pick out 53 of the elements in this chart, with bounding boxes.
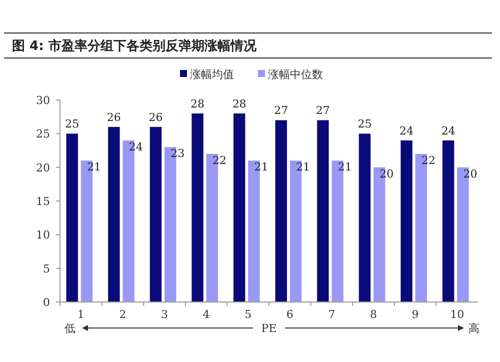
data-label: 25 xyxy=(65,118,80,131)
data-label: 21 xyxy=(338,160,352,174)
data-label: 21 xyxy=(296,160,310,174)
y-tick-label: 20 xyxy=(36,161,50,174)
data-label: 22 xyxy=(421,154,436,167)
x-tick-label: 10 xyxy=(450,308,464,321)
bar xyxy=(358,134,371,302)
data-label: 28 xyxy=(190,97,205,110)
x-tick-label: 6 xyxy=(286,308,294,321)
data-label: 24 xyxy=(441,124,456,138)
bar xyxy=(192,113,204,302)
data-label: 24 xyxy=(128,140,143,154)
y-tick-label: 10 xyxy=(36,228,50,242)
x-tick-label: 9 xyxy=(412,308,419,321)
x-axis-title: PE xyxy=(261,322,277,335)
data-label: 25 xyxy=(358,118,372,131)
data-label: 26 xyxy=(148,110,163,124)
bar xyxy=(66,134,78,302)
text: 低 xyxy=(64,322,76,335)
data-label: 21 xyxy=(87,160,102,174)
bar xyxy=(233,113,246,302)
data-label: 27 xyxy=(274,104,288,118)
y-tick-label: 15 xyxy=(36,195,50,208)
bar xyxy=(442,140,454,302)
x-tick-label: 7 xyxy=(328,308,336,321)
bar xyxy=(275,120,287,302)
y-tick-label: 25 xyxy=(36,128,50,141)
x-tick-label: 8 xyxy=(370,308,377,321)
chart-title: 图 4: 市盈率分组下各类别反弹期涨幅情况 xyxy=(12,38,258,54)
y-tick-label: 0 xyxy=(43,296,50,309)
data-label: 20 xyxy=(380,167,394,180)
x-tick-label: 5 xyxy=(244,308,252,321)
data-label: 28 xyxy=(232,97,246,110)
data-label: 23 xyxy=(170,147,185,160)
data-label: 20 xyxy=(463,167,478,180)
data-label: 24 xyxy=(400,124,414,138)
text: 高 xyxy=(468,322,480,335)
y-tick-label: 5 xyxy=(43,262,50,276)
legend-label: 涨幅中位数 xyxy=(268,68,323,81)
x-tick-label: 1 xyxy=(77,308,84,321)
y-tick-label: 30 xyxy=(36,94,50,107)
data-label: 27 xyxy=(316,104,330,118)
data-label: 21 xyxy=(254,160,268,174)
legend-label: 涨幅均值 xyxy=(190,68,234,81)
x-tick-label: 3 xyxy=(161,308,168,321)
bar xyxy=(150,126,162,302)
data-label: 22 xyxy=(212,154,226,167)
bar xyxy=(317,120,329,302)
data-label: 26 xyxy=(106,110,121,124)
x-tick-label: 4 xyxy=(202,308,210,321)
x-tick-label: 2 xyxy=(119,308,126,321)
bar xyxy=(400,140,412,302)
bar xyxy=(108,126,120,302)
